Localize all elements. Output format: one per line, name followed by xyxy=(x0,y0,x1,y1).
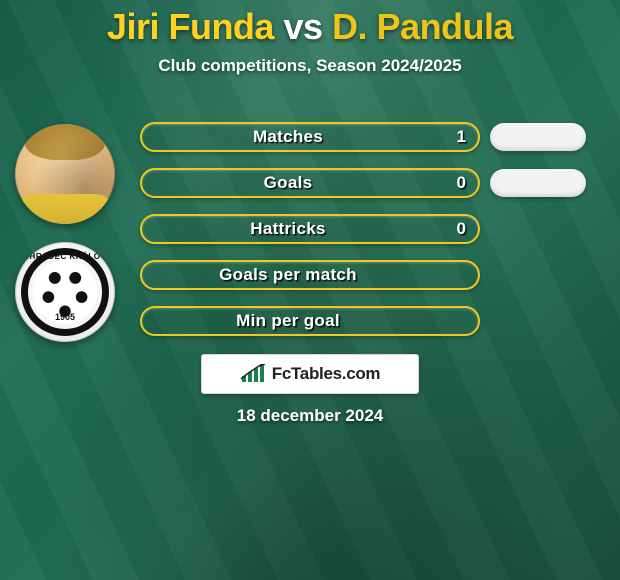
stat-label: Min per goal xyxy=(140,306,436,336)
stat-label: Goals per match xyxy=(140,260,436,290)
brand-text: FcTables.com xyxy=(272,364,381,384)
stat-value: 0 xyxy=(457,214,466,244)
opponent-pill xyxy=(490,123,586,151)
comparison-card: Jiri Funda vs D. Pandula Club competitio… xyxy=(0,0,620,580)
brand-badge: FcTables.com xyxy=(201,354,419,394)
page-title: Jiri Funda vs D. Pandula xyxy=(0,0,620,48)
stat-row-goals-per-match: Goals per match xyxy=(140,260,480,290)
stat-label: Goals xyxy=(140,168,436,198)
stat-value: 1 xyxy=(457,122,466,152)
subtitle: Club competitions, Season 2024/2025 xyxy=(0,56,620,76)
avatars-column: FCHRADEC KRÁLOVÉ 1905 xyxy=(10,124,120,360)
opponent-pills-column xyxy=(490,122,610,215)
player-avatar xyxy=(15,124,115,224)
stat-row-goals: Goals 0 xyxy=(140,168,480,198)
stat-label: Hattricks xyxy=(140,214,436,244)
player2-name: D. Pandula xyxy=(332,6,513,47)
snapshot-date: 18 december 2024 xyxy=(0,406,620,426)
stat-label: Matches xyxy=(140,122,436,152)
brand-chart-icon xyxy=(240,364,266,384)
stat-value: 0 xyxy=(457,168,466,198)
crest-year: 1905 xyxy=(15,312,115,322)
opponent-pill xyxy=(490,169,586,197)
club-crest: FCHRADEC KRÁLOVÉ 1905 xyxy=(15,242,115,342)
player1-name: Jiri Funda xyxy=(107,6,274,47)
stat-bars: Matches 1 Goals 0 Hattricks 0 Goals per … xyxy=(140,122,480,352)
avatar-shadow xyxy=(15,124,115,224)
stat-row-min-per-goal: Min per goal xyxy=(140,306,480,336)
vs-label: vs xyxy=(283,6,322,47)
stat-row-hattricks: Hattricks 0 xyxy=(140,214,480,244)
stat-row-matches: Matches 1 xyxy=(140,122,480,152)
